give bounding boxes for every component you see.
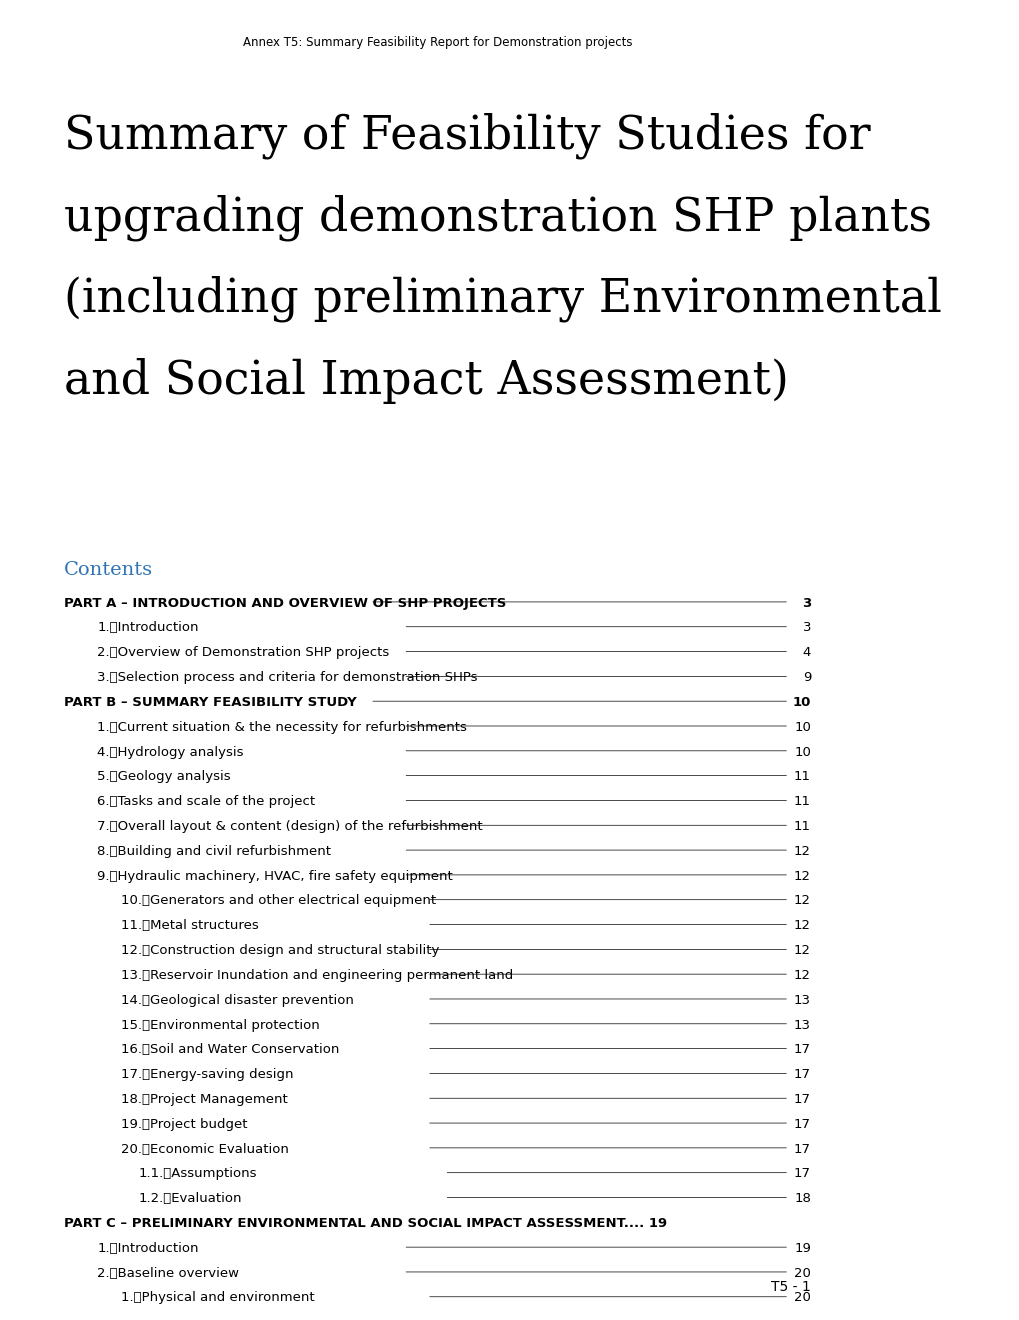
Text: 12: 12 [793,969,810,982]
Text: (including preliminary Environmental: (including preliminary Environmental [64,276,941,322]
Text: 16.	Soil and Water Conservation: 16. Soil and Water Conservation [120,1043,338,1056]
Text: 4.	Hydrology analysis: 4. Hydrology analysis [97,746,244,759]
Text: PART A – INTRODUCTION AND OVERVIEW OF SHP PROJECTS: PART A – INTRODUCTION AND OVERVIEW OF SH… [64,597,505,610]
Text: 2.	Overview of Demonstration SHP projects: 2. Overview of Demonstration SHP project… [97,647,389,659]
Text: 10: 10 [794,746,810,759]
Text: 20: 20 [794,1291,810,1304]
Text: 15.	Environmental protection: 15. Environmental protection [120,1019,319,1031]
Text: 12: 12 [793,895,810,907]
Text: 1.	Introduction: 1. Introduction [97,1242,199,1255]
Text: Contents: Contents [64,561,153,579]
Text: Summary of Feasibility Studies for: Summary of Feasibility Studies for [64,112,869,158]
Text: 17: 17 [793,1068,810,1081]
Text: 12: 12 [793,944,810,957]
Text: 12: 12 [793,845,810,858]
Text: upgrading demonstration SHP plants: upgrading demonstration SHP plants [64,194,931,240]
Text: 3.	Selection process and criteria for demonstration SHPs: 3. Selection process and criteria for de… [97,671,477,684]
Text: 17: 17 [793,1143,810,1155]
Text: 1.1.	Assumptions: 1.1. Assumptions [139,1167,257,1180]
Text: 2.	Baseline overview: 2. Baseline overview [97,1267,238,1279]
Text: 3: 3 [801,597,810,610]
Text: 11.	Metal structures: 11. Metal structures [120,919,258,932]
Text: 5.	Geology analysis: 5. Geology analysis [97,771,230,783]
Text: 12: 12 [793,919,810,932]
Text: 17.	Energy-saving design: 17. Energy-saving design [120,1068,292,1081]
Text: 19.	Project budget: 19. Project budget [120,1118,247,1131]
Text: 4: 4 [802,647,810,659]
Text: 14.	Geological disaster prevention: 14. Geological disaster prevention [120,994,354,1007]
Text: 10.	Generators and other electrical equipment: 10. Generators and other electrical equi… [120,895,435,907]
Text: 1.	Introduction: 1. Introduction [97,622,199,635]
Text: and Social Impact Assessment): and Social Impact Assessment) [64,358,788,404]
Text: 3: 3 [802,622,810,635]
Text: 18.	Project Management: 18. Project Management [120,1093,287,1106]
Text: 8.	Building and civil refurbishment: 8. Building and civil refurbishment [97,845,331,858]
Text: 7.	Overall layout & content (design) of the refurbishment: 7. Overall layout & content (design) of … [97,820,482,833]
Text: T5 - 1: T5 - 1 [770,1279,810,1294]
Text: 9.	Hydraulic machinery, HVAC, fire safety equipment: 9. Hydraulic machinery, HVAC, fire safet… [97,870,452,883]
Text: Annex T5: Summary Feasibility Report for Demonstration projects: Annex T5: Summary Feasibility Report for… [243,36,632,49]
Text: 1.	Current situation & the necessity for refurbishments: 1. Current situation & the necessity for… [97,721,467,734]
Text: 1.	Physical and environment: 1. Physical and environment [120,1291,314,1304]
Text: 10: 10 [792,696,810,709]
Text: 20: 20 [794,1267,810,1279]
Text: 17: 17 [793,1093,810,1106]
Text: 12.	Construction design and structural stability: 12. Construction design and structural s… [120,944,439,957]
Text: 11: 11 [793,771,810,783]
Text: 19: 19 [794,1242,810,1255]
Text: 1.2.	Evaluation: 1.2. Evaluation [139,1192,242,1205]
Text: 9: 9 [802,671,810,684]
Text: 17: 17 [793,1118,810,1131]
Text: 11: 11 [793,795,810,808]
Text: 13: 13 [793,994,810,1007]
Text: 20.	Economic Evaluation: 20. Economic Evaluation [120,1143,288,1155]
Text: 13: 13 [793,1019,810,1031]
Text: 17: 17 [793,1167,810,1180]
Text: 17: 17 [793,1043,810,1056]
Text: 18: 18 [794,1192,810,1205]
Text: 10: 10 [794,721,810,734]
Text: PART B – SUMMARY FEASIBILITY STUDY: PART B – SUMMARY FEASIBILITY STUDY [64,696,357,709]
Text: 11: 11 [793,820,810,833]
Text: 12: 12 [793,870,810,883]
Text: 6.	Tasks and scale of the project: 6. Tasks and scale of the project [97,795,315,808]
Text: 13.	Reservoir Inundation and engineering permanent land: 13. Reservoir Inundation and engineering… [120,969,513,982]
Text: PART C – PRELIMINARY ENVIRONMENTAL AND SOCIAL IMPACT ASSESSMENT.... 19: PART C – PRELIMINARY ENVIRONMENTAL AND S… [64,1217,666,1230]
